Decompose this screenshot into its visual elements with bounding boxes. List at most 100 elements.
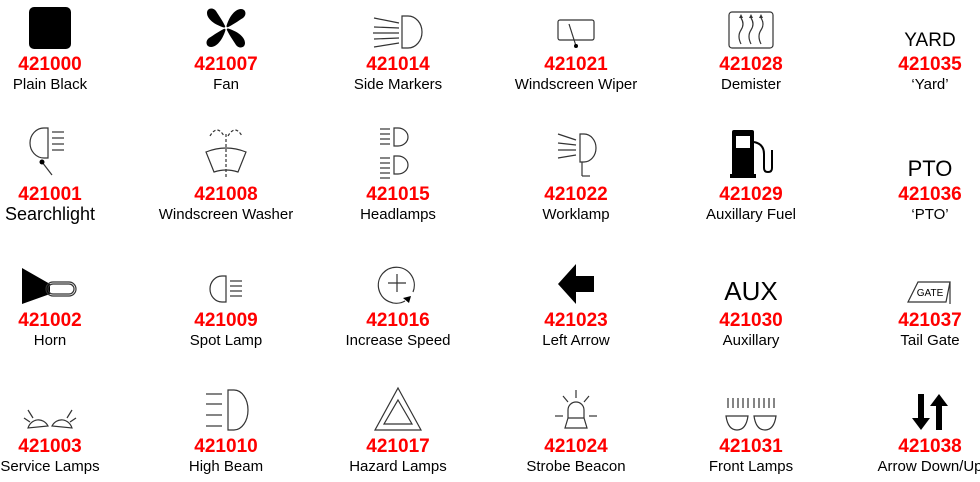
item-code: 421014 (366, 54, 430, 75)
yard-text-icon: YARD (845, 0, 980, 50)
item-label: Spot Lamp (189, 332, 263, 349)
item-code: 421035 (898, 54, 962, 75)
item-label: Headlamps (360, 206, 436, 223)
item-code: 421008 (194, 184, 258, 205)
worklamp-icon (491, 130, 661, 180)
svg-text:PTO: PTO (908, 156, 953, 180)
item-label: Increase Speed (345, 332, 451, 349)
item-label: Tail Gate (900, 332, 960, 349)
item-label: Horn (33, 332, 67, 349)
catalog-item-421001: 421001 Searchlight (0, 127, 135, 224)
catalog-item-421037: GATE 421037 Tail Gate (845, 256, 980, 350)
catalog-item-421021: 421021 Windscreen Wiper (491, 0, 661, 94)
service-lamps-icon (0, 382, 135, 432)
item-label: ‘Yard’ (911, 76, 949, 93)
catalog-item-421003: 421003 Service Lamps (0, 382, 135, 476)
item-code: 421021 (544, 54, 608, 75)
item-label: Side Markers (353, 76, 443, 93)
catalog-item-421000: 421000 Plain Black (0, 0, 135, 94)
item-label: Arrow Down/Up (877, 458, 980, 475)
catalog-item-421036: PTO 421036 ‘PTO’ (845, 130, 980, 224)
catalog-item-421028: 421028 Demister (666, 0, 836, 94)
catalog-item-421038: 421038 Arrow Down/Up (845, 382, 980, 476)
item-code: 421037 (898, 310, 962, 331)
catalog-item-421016: 421016 Increase Speed (313, 256, 483, 350)
aux-text-icon: AUX (666, 256, 836, 306)
windscreen-wiper-icon (491, 0, 661, 50)
catalog-item-421015: 421015 Headlamps (313, 127, 483, 224)
item-label: Worklamp (542, 206, 610, 223)
catalog-item-421014: 421014 Side Markers (313, 0, 483, 94)
item-code: 421010 (194, 436, 258, 457)
catalog-item-421035: YARD 421035 ‘Yard’ (845, 0, 980, 94)
fuel-pump-icon (666, 130, 836, 180)
high-beam-icon (141, 382, 311, 432)
item-label: Auxillary Fuel (705, 206, 797, 223)
svg-text:YARD: YARD (904, 30, 955, 50)
catalog-item-421023: 421023 Left Arrow (491, 256, 661, 350)
item-code: 421000 (18, 54, 82, 75)
item-label: Hazard Lamps (349, 458, 447, 475)
strobe-beacon-icon (491, 382, 661, 432)
item-code: 421029 (719, 184, 783, 205)
item-label: High Beam (188, 458, 264, 475)
item-label: Demister (720, 76, 781, 93)
front-lamps-icon (666, 382, 836, 432)
item-code: 421009 (194, 310, 258, 331)
catalog-item-421008: 421008 Windscreen Washer (141, 129, 311, 224)
item-label: Windscreen Wiper (514, 76, 638, 93)
item-code: 421028 (719, 54, 783, 75)
headlamps-icon (313, 127, 483, 180)
item-code: 421015 (366, 184, 430, 205)
catalog-item-421009: 421009 Spot Lamp (141, 256, 311, 350)
plain-black-square-icon (0, 0, 135, 50)
catalog-item-421007: 421007 Fan (141, 0, 311, 94)
item-code: 421023 (544, 310, 608, 331)
item-code: 421022 (544, 184, 608, 205)
item-label: Plain Black (12, 76, 88, 93)
item-label: ‘PTO’ (911, 206, 949, 223)
item-label: Windscreen Washer (158, 206, 294, 223)
item-label: Searchlight (4, 204, 96, 224)
svg-text:GATE: GATE (917, 288, 944, 299)
increase-speed-icon (313, 256, 483, 306)
svg-text:AUX: AUX (724, 276, 777, 306)
item-code: 421002 (18, 310, 82, 331)
fan-icon (141, 0, 311, 50)
item-code: 421031 (719, 436, 783, 457)
item-label: Fan (213, 76, 239, 93)
catalog-item-421022: 421022 Worklamp (491, 130, 661, 224)
catalog-item-421017: 421017 Hazard Lamps (313, 382, 483, 476)
spot-lamp-icon (141, 256, 311, 306)
catalog-item-421030: AUX 421030 Auxillary (666, 256, 836, 350)
windscreen-washer-icon (141, 129, 311, 180)
catalog-item-421024: 421024 Strobe Beacon (491, 382, 661, 476)
arrow-down-up-icon (845, 382, 980, 432)
item-code: 421017 (366, 436, 430, 457)
hazard-triangle-icon (313, 382, 483, 432)
item-label: Service Lamps (0, 458, 100, 475)
searchlight-icon (0, 127, 135, 180)
side-markers-icon (313, 0, 483, 50)
item-label: Strobe Beacon (526, 458, 626, 475)
item-code: 421007 (194, 54, 258, 75)
left-arrow-icon (491, 256, 661, 306)
item-code: 421003 (18, 436, 82, 457)
item-code: 421038 (898, 436, 962, 457)
item-label: Auxillary (722, 332, 780, 349)
demister-icon (666, 0, 836, 50)
catalog-item-421010: 421010 High Beam (141, 382, 311, 476)
horn-icon (0, 256, 135, 306)
pto-text-icon: PTO (845, 130, 980, 180)
tail-gate-icon: GATE (845, 256, 980, 306)
item-code: 421024 (544, 436, 608, 457)
catalog-item-421002: 421002 Horn (0, 256, 135, 350)
item-code: 421036 (898, 184, 962, 205)
item-code: 421030 (719, 310, 783, 331)
item-code: 421016 (366, 310, 430, 331)
item-label: Left Arrow (542, 332, 610, 349)
item-label: Front Lamps (708, 458, 794, 475)
catalog-item-421031: 421031 Front Lamps (666, 382, 836, 476)
item-code: 421001 (18, 184, 82, 205)
catalog-item-421029: 421029 Auxillary Fuel (666, 130, 836, 224)
